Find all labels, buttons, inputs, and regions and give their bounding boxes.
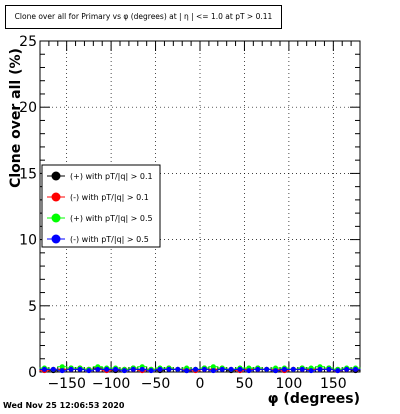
- y-axis-label: Clone over all (%): [8, 48, 24, 188]
- y-tick-label: 25: [19, 34, 37, 50]
- data-point: [344, 366, 350, 372]
- legend-marker: [51, 171, 61, 181]
- data-point: [193, 366, 199, 372]
- data-point: [308, 368, 314, 374]
- data-point: [210, 364, 216, 370]
- chart-title: Clone over all for Primary vs φ (degrees…: [14, 12, 273, 21]
- legend-label: (-) with pT/|q| > 0.5: [70, 235, 149, 244]
- data-point: [228, 366, 234, 372]
- timestamp: Wed Nov 25 12:06:53 2020: [3, 401, 125, 410]
- data-point: [59, 368, 65, 374]
- data-point: [59, 364, 65, 370]
- data-point: [290, 366, 296, 372]
- y-tick-label: 15: [19, 166, 37, 182]
- data-point: [86, 368, 92, 374]
- x-tick-label: 50: [236, 376, 254, 392]
- data-point: [219, 366, 225, 372]
- data-point: [353, 366, 359, 372]
- data-point: [95, 366, 101, 372]
- data-point: [317, 366, 323, 372]
- data-point: [157, 366, 163, 372]
- data-point: [201, 366, 207, 372]
- legend-box: [41, 164, 161, 248]
- data-point: [139, 366, 145, 372]
- data-point: [335, 368, 341, 374]
- data-point: [246, 368, 252, 374]
- data-point: [264, 366, 270, 372]
- data-point: [273, 368, 279, 374]
- legend-marker: [51, 192, 61, 202]
- data-point: [255, 366, 261, 372]
- legend-label: (-) with pT/|q| > 0.1: [70, 193, 149, 202]
- x-tick-label: 150: [320, 376, 347, 392]
- data-point: [281, 366, 287, 372]
- x-tick-label: −100: [92, 376, 130, 392]
- x-tick-label: −50: [141, 376, 171, 392]
- legend-marker: [51, 213, 61, 223]
- x-tick-label: 0: [196, 376, 205, 392]
- x-axis-label: φ (degrees): [267, 391, 360, 407]
- grid: [40, 41, 360, 372]
- data-point: [175, 366, 181, 372]
- x-tick-label: −150: [47, 376, 85, 392]
- data-points: [39, 364, 361, 374]
- data-point: [148, 368, 154, 374]
- data-point: [166, 366, 172, 372]
- title-box: Clone over all for Primary vs φ (degrees…: [5, 5, 282, 29]
- data-point: [184, 368, 190, 374]
- data-point: [121, 368, 127, 374]
- legend-label: (+) with pT/|q| > 0.1: [70, 172, 153, 181]
- axes: −150 −100 −50 0 50 100 150 0 5 10 15 20 25: [19, 34, 361, 392]
- y-tick-label: 5: [28, 299, 37, 315]
- data-point: [77, 366, 83, 372]
- data-point: [299, 366, 305, 372]
- data-point: [104, 366, 110, 372]
- legend-marker: [51, 234, 61, 244]
- data-point: [113, 366, 119, 372]
- data-point: [210, 368, 216, 374]
- legend-label: (+) with pT/|q| > 0.5: [70, 214, 153, 223]
- data-point: [237, 366, 243, 372]
- x-tick-label: 100: [276, 376, 303, 392]
- y-tick-label: 20: [19, 100, 37, 116]
- y-tick-label: 10: [19, 233, 37, 249]
- legend: (+) with pT/|q| > 0.1 (-) with pT/|q| > 0…: [41, 164, 161, 248]
- data-point: [50, 366, 56, 372]
- data-point: [326, 366, 332, 372]
- data-point: [130, 366, 136, 372]
- data-point: [68, 366, 74, 372]
- data-point: [41, 366, 47, 372]
- y-tick-label: 0: [28, 365, 37, 381]
